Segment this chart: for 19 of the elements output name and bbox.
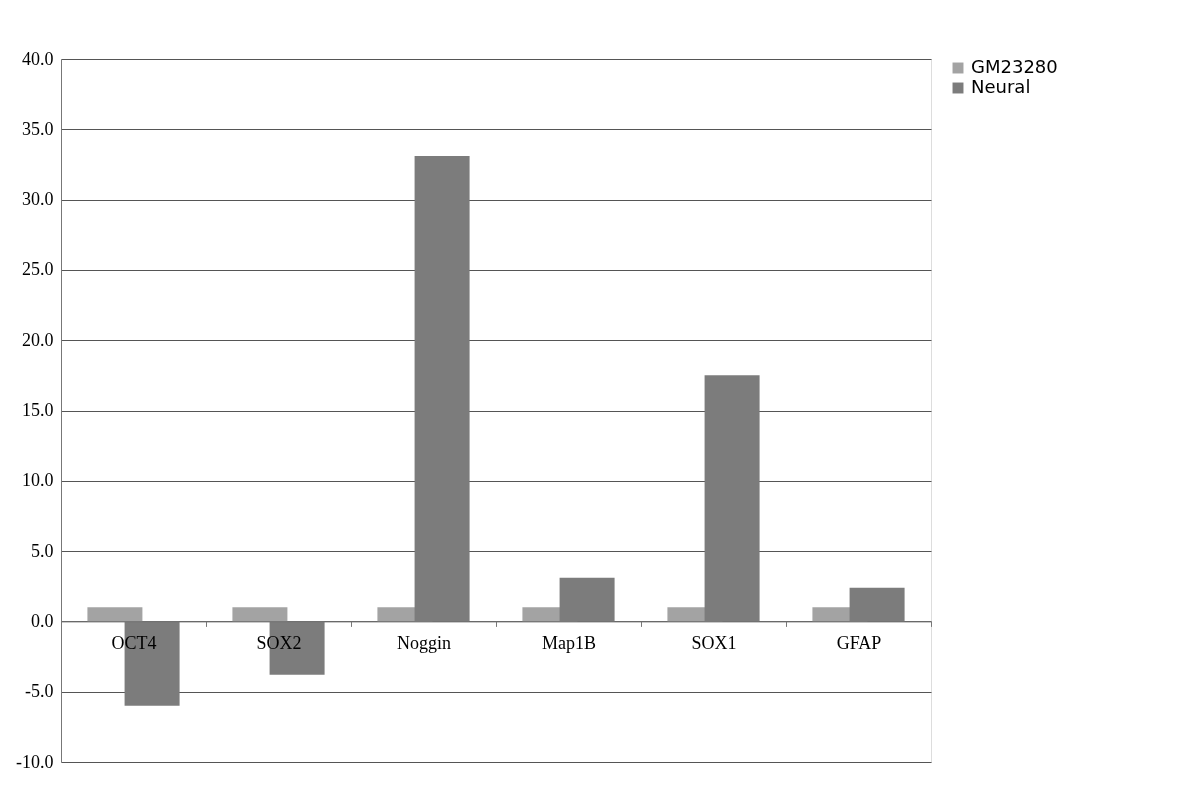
y-tick-label: 15.0 xyxy=(22,400,54,420)
legend-label: Neural xyxy=(971,76,1031,97)
x-tick-label: Noggin xyxy=(397,632,451,653)
legend-label: GM23280 xyxy=(971,56,1058,77)
bar xyxy=(232,607,288,622)
bar xyxy=(87,607,143,622)
y-tick-label: -5.0 xyxy=(25,681,54,702)
y-tick-label: 0.0 xyxy=(31,610,54,631)
y-tick-label: 40.0 xyxy=(22,48,54,69)
y-tick-label: 10.0 xyxy=(22,470,54,491)
y-tick-label: 5.0 xyxy=(31,540,54,561)
y-tick-label: -10.0 xyxy=(16,751,54,772)
y-tick-label: 30.0 xyxy=(22,189,54,210)
x-tick-label: SOX1 xyxy=(691,632,737,653)
y-tick-label: 35.0 xyxy=(22,118,54,139)
x-tick-label: GFAP xyxy=(836,632,882,653)
x-tick-label: Map1B xyxy=(542,632,596,653)
y-tick-label: 20.0 xyxy=(22,329,54,350)
y-tick-label: 25.0 xyxy=(22,259,54,280)
